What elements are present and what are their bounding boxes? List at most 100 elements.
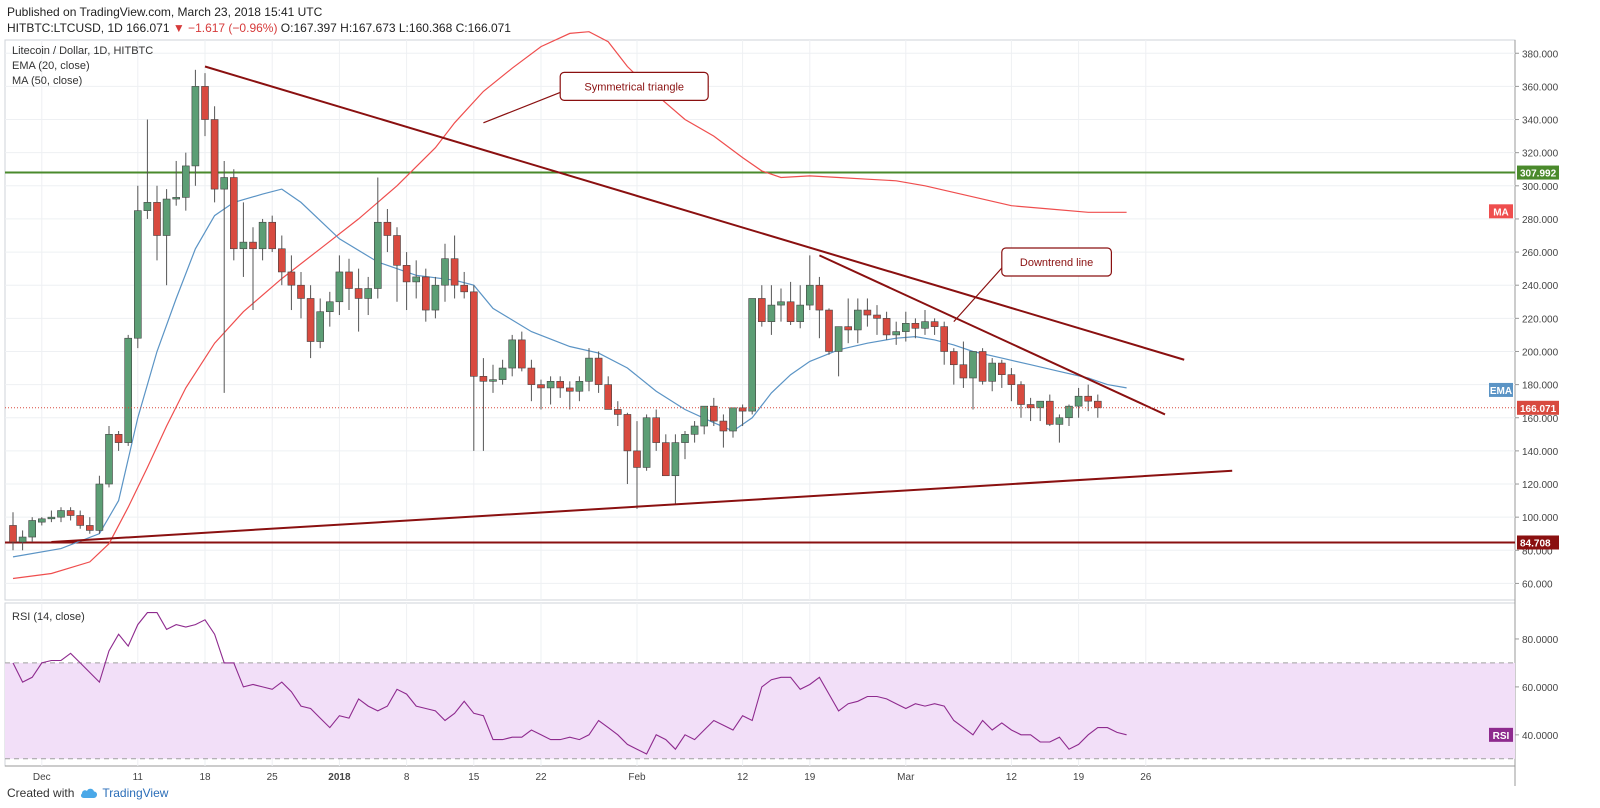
- time-tick-label: 12: [737, 772, 749, 783]
- candle-body: [997, 362, 1006, 375]
- time-tick-label: 8: [404, 772, 410, 783]
- candle-body: [191, 86, 200, 167]
- time-tick-label: 12: [1006, 772, 1018, 783]
- candle-body: [959, 364, 968, 379]
- candle-body: [661, 442, 670, 477]
- candle-body: [805, 284, 814, 306]
- series-tag: [1489, 382, 1513, 397]
- candle-body: [450, 258, 459, 286]
- price-tick-label: 280.000: [1522, 215, 1559, 226]
- time-tick-label: 15: [468, 772, 480, 783]
- series-tag-label: MA: [1493, 207, 1509, 218]
- candle-body: [767, 304, 776, 322]
- rsi-tag-label: RSI: [1493, 731, 1510, 742]
- candle-body: [354, 288, 363, 299]
- price-tick-label: 100.000: [1522, 513, 1559, 524]
- candle-body: [393, 235, 401, 266]
- candle-body: [719, 420, 728, 432]
- price-tick-label: 200.000: [1522, 347, 1559, 358]
- candle-body: [748, 298, 757, 412]
- candle-body: [412, 276, 421, 283]
- candle-body: [652, 417, 661, 443]
- candle-body: [988, 362, 997, 382]
- candle-body: [268, 221, 277, 250]
- candle-body: [757, 298, 766, 322]
- candle-body: [1065, 405, 1073, 419]
- candle-body: [498, 367, 507, 380]
- candle-body: [825, 309, 833, 352]
- annotation-box: [559, 71, 709, 101]
- candle-body: [901, 323, 910, 332]
- level-price-tag: [1517, 165, 1559, 180]
- price-tick-label: 220.000: [1522, 314, 1559, 325]
- tradingview-brand[interactable]: TradingView: [80, 786, 168, 800]
- candle-body: [230, 177, 238, 250]
- candle-body: [671, 442, 680, 477]
- tradingview-cloud-icon: [81, 788, 98, 798]
- symbol-line: HITBTC:LTCUSD, 1D 166.071: [7, 21, 170, 35]
- candle-body: [1007, 374, 1016, 385]
- rsi-band: [5, 662, 1515, 759]
- candle-body: [921, 321, 929, 329]
- candle-body: [441, 258, 449, 286]
- price-tick-label: 240.000: [1522, 281, 1559, 292]
- candle-body: [153, 202, 161, 236]
- candle-body: [460, 284, 469, 293]
- rsi-tick-label: 80.0000: [1522, 635, 1559, 646]
- candle-body: [469, 291, 478, 377]
- candle-body: [1094, 400, 1102, 409]
- candle-body: [1026, 404, 1035, 409]
- candle-body: [709, 405, 718, 422]
- candle-body: [249, 241, 257, 250]
- candle-body: [489, 379, 497, 382]
- candle-body: [258, 221, 267, 250]
- candle-body: [623, 414, 632, 452]
- candle-body: [777, 301, 785, 306]
- candle-body: [47, 516, 56, 520]
- level-price-tag: [1517, 535, 1559, 550]
- rsi-line: [12, 612, 1127, 755]
- rsi-tick-label: 40.0000: [1522, 731, 1559, 742]
- price-tick-label: 60.000: [1522, 579, 1553, 590]
- candle-body: [556, 381, 565, 389]
- candle-body: [201, 86, 209, 120]
- candle-body: [220, 177, 228, 190]
- candle-body: [978, 351, 987, 382]
- candle-body: [297, 284, 305, 299]
- candle-body: [335, 271, 344, 303]
- candle-body: [277, 248, 286, 273]
- rsi-legend: RSI (14, close): [12, 611, 85, 623]
- time-tick-label: Dec: [33, 772, 51, 783]
- price-tick-label: 140.000: [1522, 447, 1559, 458]
- time-tick-label: 26: [1140, 772, 1152, 783]
- level-price-label: 84.708: [1520, 538, 1551, 549]
- candle-body: [911, 323, 920, 329]
- candle-body: [585, 357, 593, 382]
- published-line: Published on TradingView.com, March 23, …: [7, 5, 323, 19]
- legend-entry: MA (50, close): [12, 75, 82, 87]
- candle-body: [1036, 400, 1044, 409]
- time-tick-label: 19: [804, 772, 816, 783]
- candle-body: [633, 450, 641, 468]
- candle-body: [729, 407, 737, 432]
- ma-50-line: [12, 31, 1127, 580]
- candle-body: [613, 409, 622, 415]
- trendline: [51, 469, 1233, 544]
- candle-body: [134, 210, 142, 339]
- rsi-tag: [1489, 727, 1513, 742]
- time-tick-label: 18: [199, 772, 211, 783]
- candle-body: [421, 276, 430, 311]
- tradingview-brand-label: TradingView: [102, 786, 169, 800]
- candle-body: [66, 510, 75, 516]
- annotation-label: Symmetrical triangle: [584, 81, 684, 93]
- candle-body: [853, 309, 862, 331]
- candle-body: [364, 288, 373, 299]
- candle-body: [969, 351, 977, 379]
- candle-body: [565, 387, 574, 392]
- candle-body: [287, 271, 296, 286]
- candle-body: [210, 119, 219, 190]
- last-price-tag: [1517, 400, 1559, 415]
- candle-body: [796, 304, 805, 322]
- candle-body: [949, 351, 958, 366]
